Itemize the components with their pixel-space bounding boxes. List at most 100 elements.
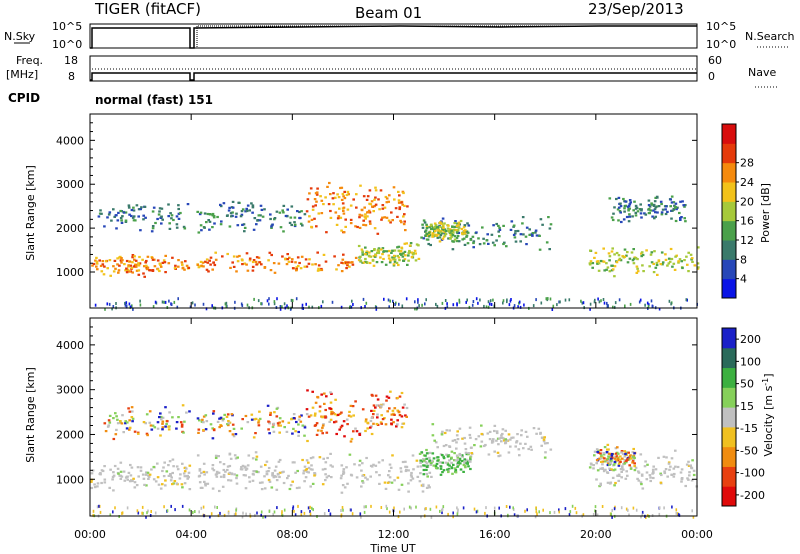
power-echo-cell — [172, 218, 175, 222]
velocity-echo-cell — [632, 458, 635, 461]
power-echo-cell — [160, 222, 163, 225]
power-echo-cell — [257, 214, 261, 217]
power-noise-cell — [173, 300, 176, 304]
time-tick-label: 00:00 — [681, 528, 713, 541]
power-noise-cell — [234, 300, 236, 304]
power-noise-cell — [191, 301, 194, 305]
velocity-echo-cell — [163, 461, 166, 464]
velocity-echo-cell — [518, 454, 521, 457]
power-noise-cell — [658, 307, 661, 311]
power-echo-cell — [332, 203, 335, 206]
power-echo-cell — [329, 216, 333, 219]
power-noise-cell — [112, 305, 115, 308]
velocity-echo-cell — [620, 450, 624, 453]
velocity-echo-cell — [425, 468, 428, 471]
velocity-noise-cell — [498, 506, 500, 510]
power-noise-cell — [472, 300, 475, 303]
velocity-noise-cell — [675, 508, 678, 512]
power-echo-cell — [398, 259, 401, 262]
power-echo-cell — [404, 254, 407, 257]
velocity-echo-cell — [459, 462, 462, 465]
velocity-noise-cell — [462, 506, 465, 510]
velocity-noise-cell — [596, 513, 599, 517]
velocity-echo-cell — [165, 422, 168, 426]
power-noise-cell — [340, 305, 343, 309]
power-echo-cell — [384, 195, 388, 199]
power-echo-cell — [267, 259, 270, 262]
power-echo-cell — [589, 260, 593, 263]
power-echo-cell — [513, 236, 517, 239]
velocity-echo-cell — [617, 452, 620, 455]
power-echo-cell — [340, 261, 343, 264]
power-noise-cell — [597, 297, 599, 301]
power-echo-cell — [177, 207, 180, 211]
power-noise-cell — [468, 305, 471, 309]
velocity-echo-cell — [272, 476, 276, 479]
power-echo-cell — [627, 209, 630, 212]
velocity-echo-cell — [278, 458, 282, 462]
velocity-echo-cell — [120, 422, 124, 425]
velocity-echo-cell — [116, 467, 120, 470]
velocity-echo-cell — [619, 455, 622, 458]
velocity-echo-cell — [465, 462, 468, 465]
velocity-echo-cell — [183, 475, 187, 478]
power-echo-cell — [608, 255, 612, 258]
velocity-echo-cell — [495, 430, 499, 433]
velocity-echo-cell — [365, 456, 368, 460]
power-echo-cell — [207, 219, 210, 222]
velocity-noise-cell — [241, 515, 244, 519]
velocity-noise-cell — [154, 511, 157, 515]
velocity-colorbar-swatch — [722, 407, 736, 428]
power-echo-cell — [354, 225, 357, 228]
velocity-echo-cell — [116, 422, 120, 425]
power-echo-cell — [208, 213, 212, 216]
velocity-echo-cell — [524, 442, 527, 445]
velocity-echo-cell — [257, 419, 261, 422]
velocity-noise-cell — [611, 508, 613, 512]
velocity-echo-cell — [674, 449, 677, 452]
power-echo-cell — [373, 205, 377, 208]
power-echo-cell — [198, 213, 202, 216]
power-echo-cell — [356, 225, 359, 229]
power-noise-cell — [613, 305, 616, 309]
velocity-echo-cell — [387, 396, 391, 399]
velocity-echo-cell — [509, 438, 512, 441]
velocity-echo-cell — [304, 476, 308, 479]
velocity-echo-cell — [353, 463, 356, 466]
velocity-echo-cell — [609, 457, 613, 460]
velocity-echo-cell — [267, 428, 270, 431]
velocity-echo-cell — [321, 483, 325, 486]
velocity-echo-cell — [372, 404, 376, 407]
power-echo-cell — [671, 265, 674, 268]
power-noise-cell — [124, 303, 127, 307]
velocity-echo-cell — [615, 455, 619, 458]
velocity-echo-cell — [275, 479, 279, 482]
power-echo-cell — [290, 260, 294, 263]
velocity-colorbar-label: -200 — [740, 489, 765, 502]
power-echo-cell — [443, 234, 447, 237]
velocity-echo-cell — [634, 466, 638, 469]
velocity-echo-cell — [604, 468, 607, 471]
velocity-echo-cell — [349, 404, 353, 407]
power-echo-cell — [244, 210, 247, 213]
velocity-echo-cell — [516, 433, 519, 436]
velocity-noise-cell — [658, 512, 661, 516]
velocity-echo-cell — [302, 469, 306, 472]
power-echo-cell — [164, 254, 167, 257]
power-noise-cell — [125, 301, 128, 305]
power-echo-cell — [660, 213, 664, 216]
power-echo-cell — [340, 186, 344, 189]
power-echo-cell — [669, 198, 672, 201]
velocity-echo-cell — [441, 454, 444, 457]
power-echo-cell — [647, 199, 651, 202]
power-echo-cell — [617, 258, 621, 262]
velocity-echo-cell — [689, 464, 692, 467]
power-echo-cell — [377, 247, 381, 250]
velocity-echo-cell — [240, 427, 243, 430]
power-echo-cell — [447, 224, 450, 227]
power-echo-cell — [360, 209, 364, 212]
velocity-echo-cell — [613, 484, 616, 487]
velocity-echo-cell — [171, 416, 174, 419]
velocity-echo-cell — [161, 420, 165, 423]
power-echo-cell — [461, 232, 464, 235]
